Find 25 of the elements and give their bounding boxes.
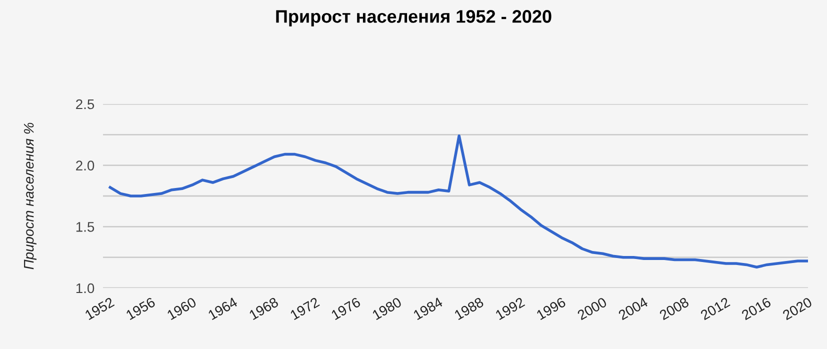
x-tick-label: 1976 [330, 296, 362, 320]
x-tick-label: 2004 [618, 296, 649, 320]
x-tick-label: 1960 [166, 296, 197, 320]
line-series [108, 134, 808, 269]
y-tick-label: 2.0 [76, 160, 94, 171]
y-axis-title: Прирост населения % [24, 122, 36, 270]
x-tick-label: 1952 [84, 297, 115, 320]
x-tick-label: 2020 [782, 296, 813, 320]
x-tick-label: 2008 [658, 296, 690, 320]
y-tick-label: 1.0 [76, 283, 94, 294]
x-tick-label: 1956 [126, 296, 156, 320]
x-tick-label: 1984 [412, 296, 444, 320]
x-tick-label: 1992 [495, 297, 526, 320]
x-tick-label: 1968 [248, 296, 279, 320]
y-tick-label: 2.5 [76, 99, 94, 110]
x-tick-label: 1972 [290, 297, 320, 320]
x-tick-label: 1980 [372, 296, 402, 320]
x-tick-label: 2016 [740, 296, 772, 320]
x-tick-label: 2012 [700, 297, 730, 320]
x-tick-label: 1996 [536, 296, 566, 320]
chart-title: Прирост населения 1952 - 2020 [276, 10, 552, 26]
y-tick-label: 1.5 [76, 222, 94, 232]
x-tick-label: 1988 [454, 296, 484, 320]
x-tick-label: 2000 [576, 296, 608, 320]
x-tick-label: 1964 [208, 296, 238, 320]
